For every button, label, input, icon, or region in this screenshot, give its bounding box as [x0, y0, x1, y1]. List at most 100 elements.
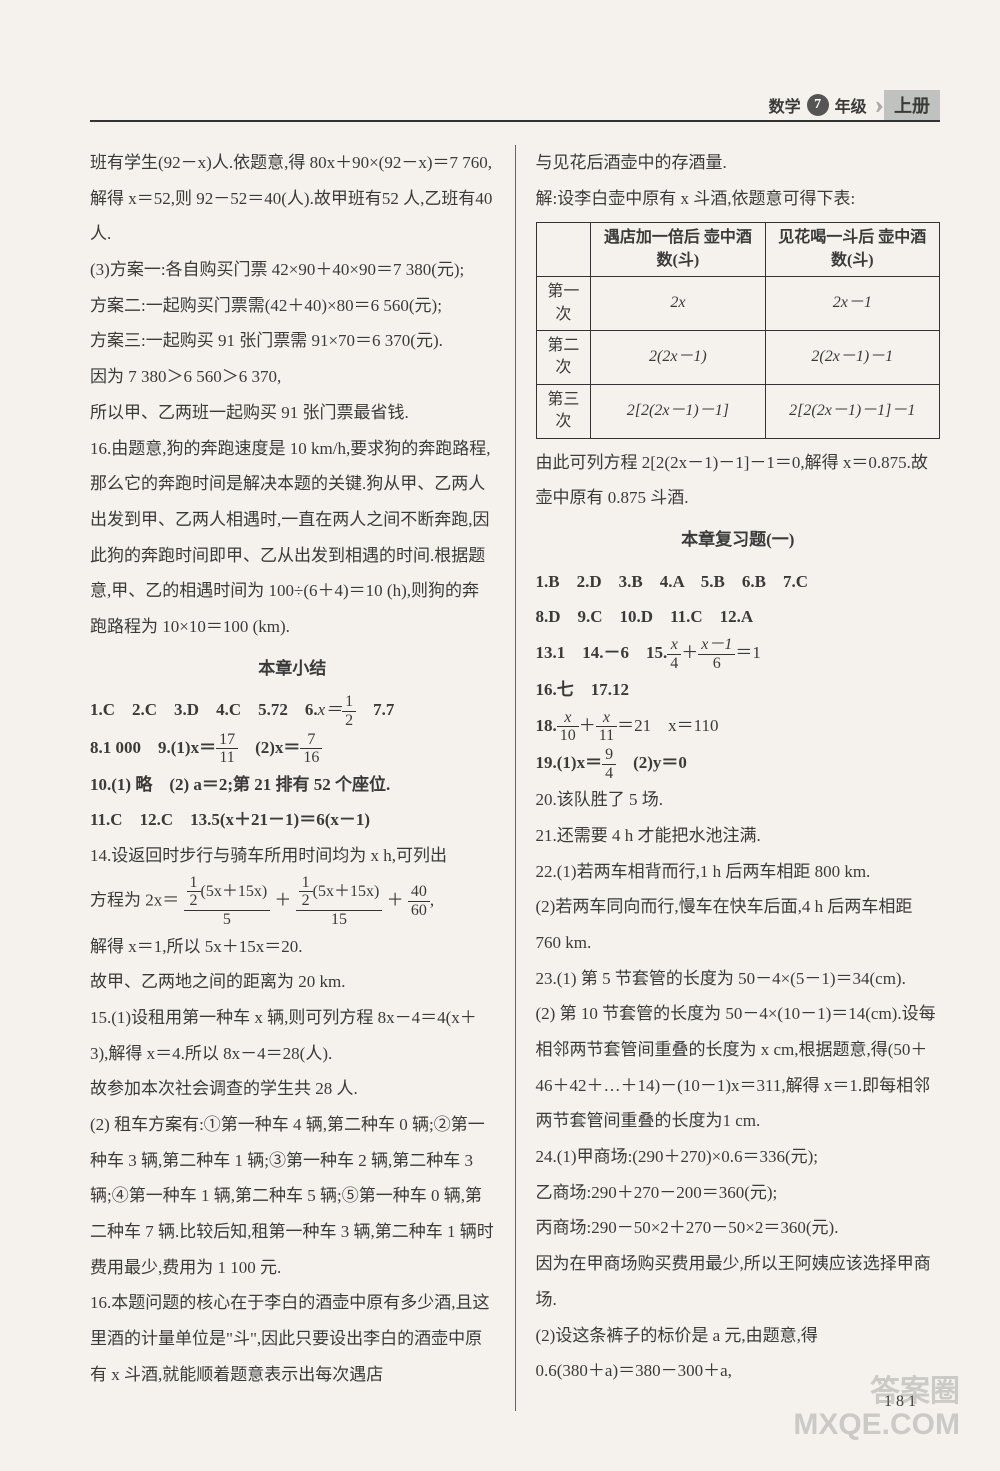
numer: 1	[299, 874, 313, 893]
text: 1.C 2.C 3.D 4.C 5.72 6.	[90, 700, 318, 719]
text: 22.(1)若两车相背而行,1 h 后两车相距 800 km.	[536, 854, 941, 890]
text: 15.(1)设租用第一种车 x 辆,则可列方程 8x－4＝4(x＋3),解得 x…	[90, 1000, 495, 1071]
numer: 12(5x＋15x)	[184, 874, 271, 911]
text: 班有学生(92－x)人.依题意,得 80x＋90×(92－x)＝7 760,解得…	[90, 145, 495, 252]
fraction: x11	[596, 709, 617, 745]
text: 解:设李白壶中原有 x 斗酒,依题意可得下表:	[536, 181, 941, 217]
numer: 12(5x＋15x)	[296, 874, 383, 911]
fraction: 12(5x＋15x) 15	[296, 874, 383, 929]
text: 方案三:一起购买 91 张门票需 91×70＝6 370(元).	[90, 323, 495, 359]
denom: 2	[299, 892, 313, 910]
text: 方程为 2x＝	[90, 890, 179, 909]
table-header: 见花喝一斗后 壶中酒数(斗)	[765, 223, 939, 277]
table-header	[536, 223, 591, 277]
text: 16.由题意,狗的奔跑速度是 10 km/h,要求狗的奔跑路程,那么它的奔跑时间…	[90, 431, 495, 645]
text: ＋	[387, 890, 404, 909]
fraction: 1711	[216, 731, 238, 767]
column-divider	[515, 145, 516, 1411]
chevron-icon: ››	[875, 90, 876, 120]
subject-label: 数学	[769, 93, 801, 117]
table-cell: 第三次	[536, 384, 591, 438]
text: 所以甲、乙两班一起购买 91 张门票最省钱.	[90, 395, 495, 431]
numer: 7	[300, 731, 322, 750]
text: 19.(1)x＝	[536, 753, 603, 772]
text: 24.(1)甲商场:(290＋270)×0.6＝336(元);	[536, 1139, 941, 1175]
text: 方案二:一起购买门票需(42＋40)×80＝6 560(元);	[90, 288, 495, 324]
table-cell: 第一次	[536, 277, 591, 331]
numer: x－1	[698, 636, 735, 655]
text: 由此可列方程 2[2(2x－1)－1]－1＝0,解得 x＝0.875.故壶中原有…	[536, 445, 941, 516]
table-cell: 2(2x－1)－1	[765, 330, 939, 384]
table-cell: 2x	[591, 277, 765, 331]
text: (2) 第 10 节套管的长度为 50－4×(10－1)＝14(cm).设每相邻…	[536, 996, 941, 1139]
table-header: 遇店加一倍后 壶中酒数(斗)	[591, 223, 765, 277]
text: (5x＋15x)	[201, 883, 268, 900]
text: 故参加本次社会调查的学生共 28 人.	[90, 1071, 495, 1107]
table-cell: 2(2x－1)	[591, 330, 765, 384]
text: 21.还需要 4 h 才能把水池注满.	[536, 818, 941, 854]
right-column: 与见花后酒壶中的存酒量. 解:设李白壶中原有 x 斗酒,依题意可得下表: 遇店加…	[536, 145, 941, 1411]
text: 16.七 17.12	[536, 672, 941, 708]
page: 数学 7 年级 ›› 上册 班有学生(92－x)人.依题意,得 80x＋90×(…	[0, 0, 1000, 1471]
watermark-line: MXQE.COM	[793, 1408, 960, 1441]
watermark: 答案圈 MXQE.COM	[793, 1375, 960, 1441]
fraction: x10	[557, 709, 579, 745]
text: ＋	[274, 890, 291, 909]
text: (2) 租车方案有:①第一种车 4 辆,第二种车 0 辆;②第一种车 3 辆,第…	[90, 1107, 495, 1285]
answer-line: 8.1 000 9.(1)x＝1711 (2)x＝716	[90, 730, 495, 767]
fraction: 12	[342, 693, 356, 729]
grade-badge: 7	[807, 94, 829, 116]
section-title: 本章复习题(一)	[536, 522, 941, 558]
table-cell: 第二次	[536, 330, 591, 384]
grade-suffix: 年级	[835, 93, 867, 117]
table-cell: 2x－1	[765, 277, 939, 331]
denom: 15	[296, 911, 383, 929]
text: 7.7	[356, 700, 394, 719]
text: 1.B 2.D 3.B 4.A 5.B 6.B 7.C	[536, 564, 941, 600]
text: 8.D 9.C 10.D 11.C 12.A	[536, 599, 941, 635]
text: 18.	[536, 716, 557, 735]
numer: x	[596, 709, 617, 728]
text: 因为在甲商场购买费用最少,所以王阿姨应该选择甲商场.	[536, 1246, 941, 1317]
numer: x	[667, 636, 681, 655]
text: x＝	[318, 700, 343, 719]
denom: 2	[342, 712, 356, 730]
section-title: 本章小结	[90, 651, 495, 687]
table-row: 第三次 2[2(2x－1)－1] 2[2(2x－1)－1]－1	[536, 384, 940, 438]
fraction: x4	[667, 636, 681, 672]
fraction: 94	[602, 746, 616, 782]
text: (5x＋15x)	[313, 883, 380, 900]
denom: 4	[667, 655, 681, 673]
text: 因为 7 380＞6 560＞6 370,	[90, 359, 495, 395]
text: ＋	[681, 643, 698, 662]
numer: 40	[408, 883, 430, 902]
denom: 10	[557, 727, 579, 745]
text: (3)方案一:各自购买门票 42×90＋40×90＝7 380(元);	[90, 252, 495, 288]
numer: 9	[602, 746, 616, 765]
denom: 11	[216, 749, 238, 767]
text: (2)x＝	[238, 738, 300, 757]
answer-line: 13.1 14.－6 15.x4＋x－16＝1	[536, 635, 941, 672]
volume-box: 上册	[884, 90, 940, 120]
denom: 6	[698, 655, 735, 673]
denom: 11	[596, 727, 617, 745]
text: 20.该队胜了 5 场.	[536, 782, 941, 818]
denom: 5	[184, 911, 271, 929]
wine-table: 遇店加一倍后 壶中酒数(斗) 见花喝一斗后 壶中酒数(斗) 第一次 2x 2x－…	[536, 222, 941, 438]
text: 乙商场:290＋270－200＝360(元);	[536, 1175, 941, 1211]
table-cell: 2[2(2x－1)－1]	[591, 384, 765, 438]
text: 14.设返回时步行与骑车所用时间均为 x h,可列出	[90, 838, 495, 874]
left-column: 班有学生(92－x)人.依题意,得 80x＋90×(92－x)＝7 760,解得…	[90, 145, 495, 1411]
text: 13.1 14.－6 15.	[536, 643, 668, 662]
numer: x	[557, 709, 579, 728]
numer: 1	[342, 693, 356, 712]
text: ＝1	[735, 643, 761, 662]
text: ＋	[579, 716, 596, 735]
text: 故甲、乙两地之间的距离为 20 km.	[90, 964, 495, 1000]
text: (2)设这条裤子的标价是 a 元,由题意,得	[536, 1318, 941, 1354]
text: 23.(1) 第 5 节套管的长度为 50－4×(5－1)＝34(cm).	[536, 961, 941, 997]
fraction: 12(5x＋15x) 5	[184, 874, 271, 929]
denom: 60	[408, 902, 430, 920]
header-rule	[90, 120, 940, 122]
page-header: 数学 7 年级 ›› 上册	[769, 90, 940, 120]
